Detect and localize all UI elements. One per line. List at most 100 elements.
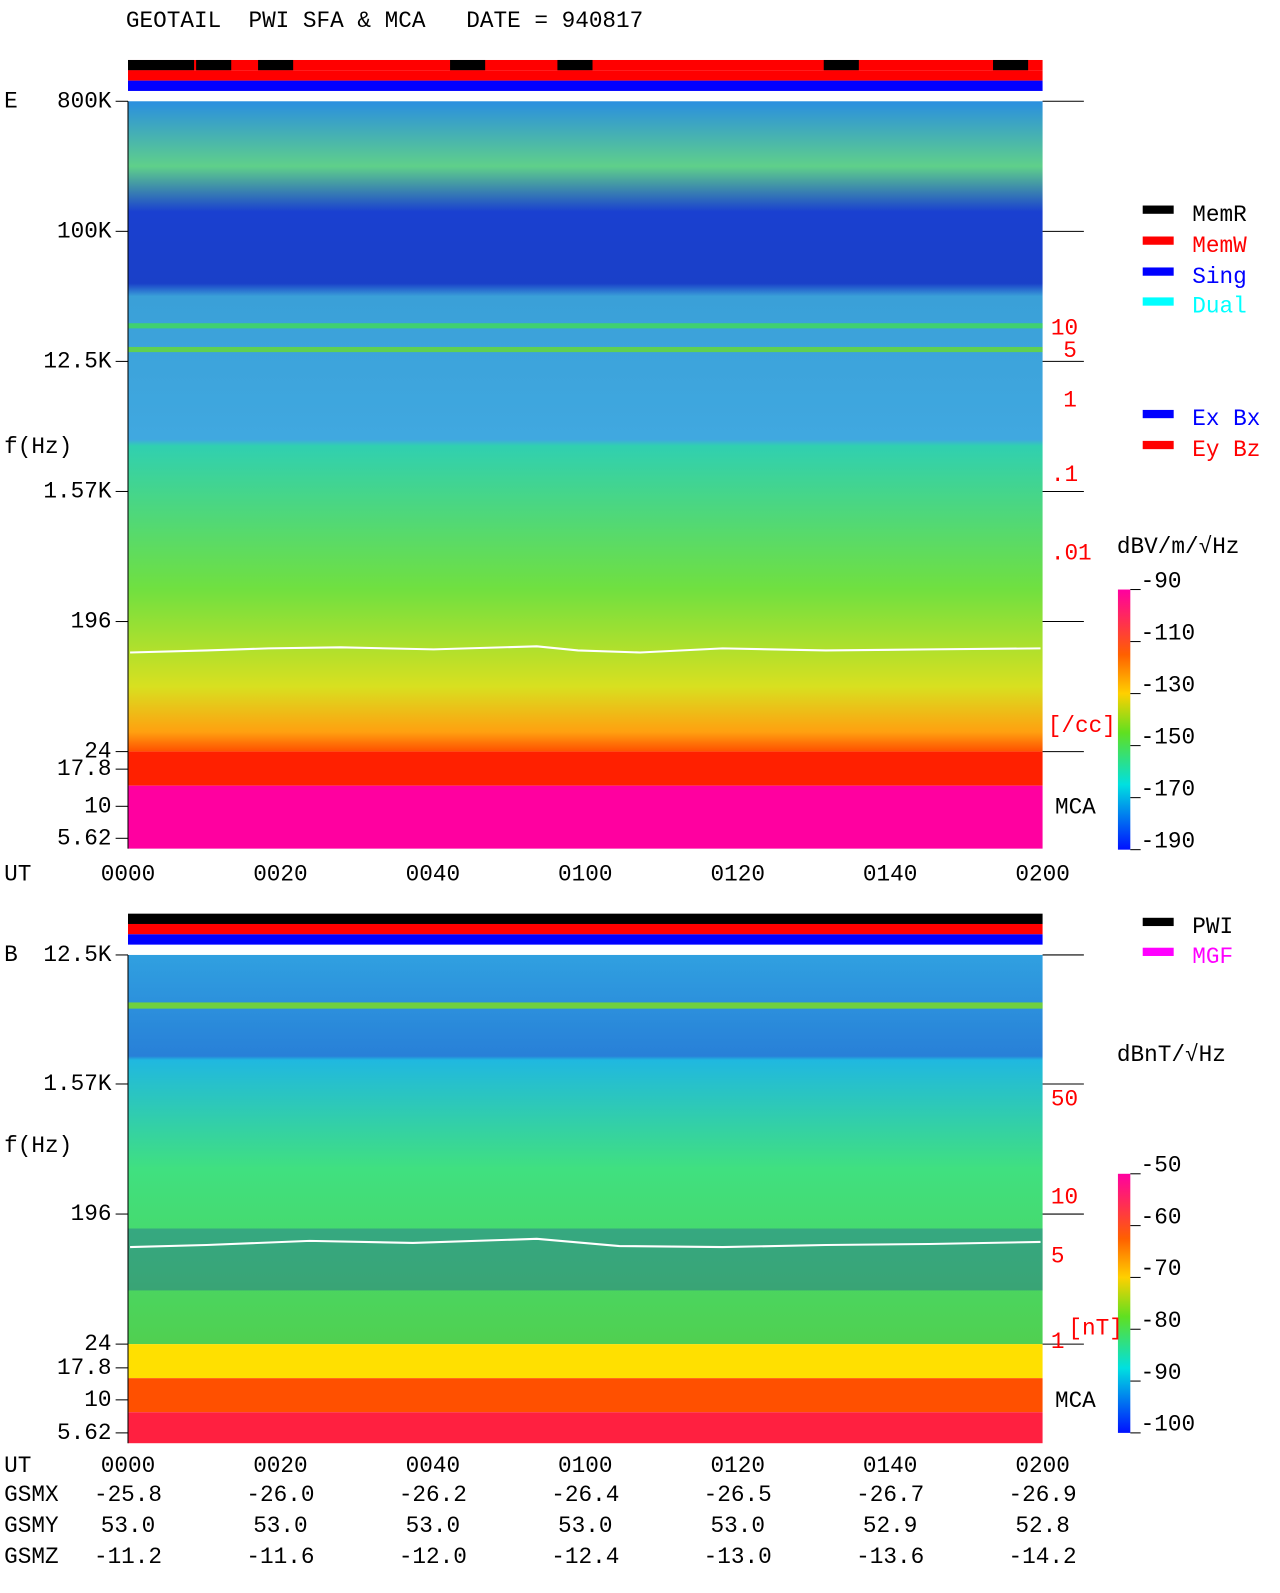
right-label: 5 [1063,338,1077,364]
legend-swatch [1142,267,1174,276]
y-tick-label: 10 [84,1387,111,1413]
x-tick-label: 0120 [710,861,764,887]
right-label: 1 [1051,1329,1065,1355]
orbit-value: -13.6 [856,1544,924,1570]
legend-label: MGF [1192,944,1233,970]
colorbar-tick-label: -90 [1141,568,1182,594]
legend-label: Ey Bz [1192,437,1260,463]
x-tick-label: 0140 [863,1453,917,1479]
right-label: 5 [1051,1243,1065,1269]
y-tick-label: 1.57K [43,478,111,504]
legend-label: Sing [1192,264,1246,290]
colorbar-tick-label: -50 [1141,1153,1182,1179]
right-label: 10 [1051,315,1078,341]
y-axis-label: f(Hz) [4,434,72,460]
y-tick-label: 800K [57,88,112,114]
orbit-value: -11.6 [246,1544,314,1570]
orbit-value: 53.0 [558,1513,612,1539]
y-tick-label: 24 [84,1331,111,1357]
legend-swatch [1142,917,1174,927]
y-tick-label: 100K [57,218,112,244]
colorbar-tick-label: -130 [1141,672,1195,698]
colorbar-tick-label: -170 [1141,776,1195,802]
orbit-value: -12.4 [551,1544,619,1570]
colorbar-unit: dBnT/√Hz [1117,1042,1226,1068]
x-tick-label: 0200 [1015,861,1069,887]
x-tick-label: 0020 [253,861,307,887]
x-tick-label: 0140 [863,861,917,887]
right-label: 1 [1063,388,1077,414]
orbit-value: -12.0 [399,1544,467,1570]
orbit-label: GSMZ [4,1544,58,1570]
x-axis-label: UT [4,861,31,887]
orbit-value: 53.0 [101,1513,155,1539]
x-axis-label: UT [4,1453,31,1479]
orbit-value: -14.2 [1009,1544,1077,1570]
colorbar-tick-label: -150 [1141,724,1195,750]
y-tick-label: 10 [84,793,111,819]
y-tick-label: 24 [84,739,111,765]
colorbar-tick-label: -190 [1141,828,1195,854]
colorbar-tick-label: -60 [1141,1204,1182,1230]
colorbar-unit: dBV/m/√Hz [1117,534,1240,560]
right-label: [nT] [1068,1316,1122,1342]
y-tick-label: 12.5K [43,348,111,374]
colorbar-tick-label: -90 [1141,1360,1182,1386]
orbit-value: -26.4 [551,1482,619,1508]
legend-swatch [1142,297,1174,306]
orbit-value: -26.7 [856,1482,924,1508]
y-tick-label: 17.8 [57,1355,111,1381]
y-tick-label: 5.62 [57,1420,111,1446]
colorbar-tick-label: -110 [1141,620,1195,646]
orbit-value: -25.8 [94,1482,162,1508]
orbit-value: 52.9 [863,1513,917,1539]
y-tick-label: 196 [71,609,112,635]
x-tick-label: 0120 [710,1453,764,1479]
orbit-value: -13.0 [704,1544,772,1570]
legend-swatch [1142,205,1174,214]
y-tick-label: 12.5K [43,942,111,968]
orbit-label: GSMY [4,1513,59,1539]
x-tick-label: 0040 [406,1453,460,1479]
colorbar-e [1117,589,1131,850]
orbit-value: -26.2 [399,1482,467,1508]
spectrogram-b [128,913,1043,1444]
orbit-value: 53.0 [406,1513,460,1539]
orbit-value: 52.8 [1015,1513,1069,1539]
legend-label: Ex Bx [1192,406,1260,432]
orbit-value: 53.0 [710,1513,764,1539]
x-tick-label: 0200 [1015,1453,1069,1479]
legend-swatch [1142,440,1174,450]
x-tick-label: 0020 [253,1453,307,1479]
colorbar-b [1117,1173,1131,1433]
x-tick-label: 0000 [101,861,155,887]
orbit-value: -26.0 [246,1482,314,1508]
orbit-label: GSMX [4,1482,59,1508]
orbit-value: -11.2 [94,1544,162,1570]
right-label: 10 [1051,1185,1078,1211]
orbit-value: -26.5 [704,1482,772,1508]
spectrogram-e [128,59,1043,849]
legend-label: MemW [1192,233,1247,259]
mca-label: MCA [1055,1388,1096,1414]
title: GEOTAIL PWI SFA & MCA DATE = 940817 [126,8,643,34]
legend-swatch [1142,236,1174,245]
orbit-value: 53.0 [253,1513,307,1539]
x-tick-label: 0100 [558,1453,612,1479]
colorbar-tick-label: -80 [1141,1308,1182,1334]
right-label: [/cc] [1048,713,1116,739]
x-tick-label: 0040 [406,861,460,887]
y-axis-label: f(Hz) [4,1133,72,1159]
right-label: .01 [1051,540,1092,566]
right-label: .1 [1051,462,1078,488]
y-tick-label: 17.8 [57,756,111,782]
panel-label: B [4,942,18,968]
legend-swatch [1142,409,1174,419]
colorbar-tick-label: -70 [1141,1256,1182,1282]
colorbar-tick-label: -100 [1141,1412,1195,1438]
legend-label: PWI [1192,914,1233,940]
x-tick-label: 0000 [101,1453,155,1479]
y-tick-label: 1.57K [43,1071,111,1097]
legend-label: MemR [1192,202,1247,228]
